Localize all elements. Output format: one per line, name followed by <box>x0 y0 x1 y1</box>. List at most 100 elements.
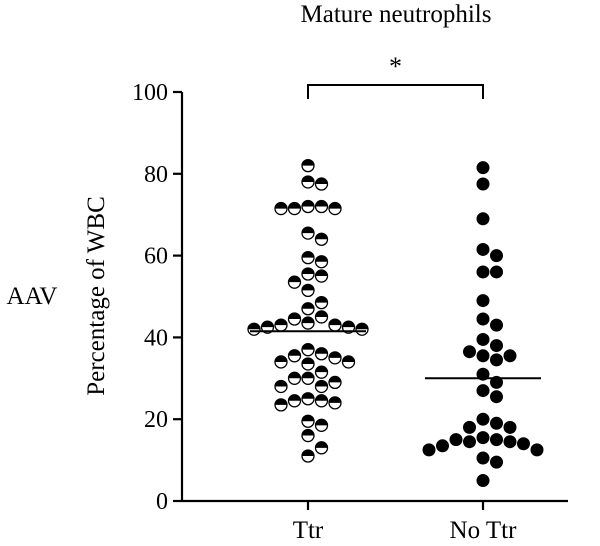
data-point <box>260 320 275 334</box>
data-point-half <box>302 251 314 258</box>
data-point-half <box>288 202 301 209</box>
data-point-half <box>315 394 328 401</box>
data-point <box>287 349 302 363</box>
significance-bracket <box>307 84 484 99</box>
data-point <box>287 275 302 289</box>
data-point-half <box>302 159 314 166</box>
data-point-half <box>288 372 301 379</box>
data-point <box>490 390 503 404</box>
data-point-half <box>315 233 328 240</box>
data-point <box>476 332 490 346</box>
data-point <box>476 242 490 256</box>
data-point <box>301 250 315 265</box>
data-point <box>328 201 342 216</box>
data-point-half <box>315 200 328 207</box>
data-point-half <box>302 357 314 364</box>
data-point-half <box>315 296 328 303</box>
data-point-half <box>302 343 314 350</box>
data-point-half <box>275 319 287 326</box>
data-point <box>503 420 517 434</box>
data-point <box>301 175 315 189</box>
y-tick-label: 80 <box>144 162 168 188</box>
x-tick-label: Ttr <box>293 517 324 544</box>
data-point-half <box>302 227 314 234</box>
data-point <box>422 443 436 457</box>
data-point-half <box>302 175 314 182</box>
data-point-half <box>302 317 314 324</box>
data-point <box>476 451 490 465</box>
data-point <box>476 212 490 226</box>
data-point-half <box>356 323 368 330</box>
data-point <box>490 433 503 447</box>
data-point <box>287 371 302 385</box>
data-point-half <box>302 372 314 379</box>
data-point-half <box>288 349 301 356</box>
data-point <box>274 398 288 412</box>
data-point <box>463 420 476 434</box>
data-point <box>274 379 288 394</box>
data-point <box>301 283 315 298</box>
data-point-half <box>288 394 301 401</box>
data-point <box>287 312 302 326</box>
data-point <box>476 161 490 175</box>
data-point <box>314 232 329 246</box>
data-point-half <box>329 351 341 358</box>
data-point <box>314 347 329 361</box>
data-point <box>328 396 342 410</box>
data-point-half <box>275 355 287 362</box>
data-point <box>436 439 449 453</box>
data-point-half <box>288 276 301 283</box>
data-point <box>301 449 315 463</box>
data-point-half <box>315 380 328 387</box>
y-tick-label: 60 <box>144 244 168 270</box>
axes: 0 20 40 60 80 100 Ttr No Ttr <box>132 80 568 544</box>
data-point <box>287 201 302 216</box>
data-point <box>463 435 476 449</box>
data-point-half <box>342 321 355 328</box>
data-point <box>328 351 342 365</box>
x-tick-label: No Ttr <box>450 517 518 544</box>
data-point <box>301 428 315 443</box>
data-point-half <box>275 380 287 387</box>
data-point <box>476 294 490 308</box>
y-tick-label: 100 <box>132 80 168 106</box>
data-point <box>301 414 315 428</box>
data-point <box>287 394 302 408</box>
data-point <box>328 375 342 390</box>
data-point-half <box>302 200 314 207</box>
data-point <box>341 320 356 334</box>
data-point-half <box>315 347 328 354</box>
data-point <box>314 379 329 394</box>
data-point <box>517 437 530 451</box>
y-tick-label: 0 <box>156 489 168 515</box>
data-points <box>247 158 544 488</box>
data-point-half <box>315 366 328 373</box>
data-point-half <box>342 355 355 362</box>
data-point <box>301 357 315 371</box>
data-point <box>530 443 544 457</box>
data-point <box>476 412 490 426</box>
data-point-half <box>315 310 328 317</box>
data-point <box>449 433 463 447</box>
data-point <box>274 318 288 332</box>
data-point-half <box>315 255 328 262</box>
y-axis-label: Percentage of WBC <box>83 196 110 395</box>
data-point-half <box>302 268 314 275</box>
data-point-half <box>248 323 260 330</box>
data-point <box>490 339 503 353</box>
data-point <box>476 349 490 363</box>
data-point <box>314 269 329 283</box>
data-point <box>490 249 503 263</box>
data-point <box>503 435 517 449</box>
data-point-half <box>302 429 314 436</box>
data-point <box>476 312 490 326</box>
data-point-half <box>315 178 328 185</box>
data-point <box>490 375 503 389</box>
significance-annotation: * <box>307 52 484 99</box>
data-point <box>301 316 315 330</box>
data-point <box>341 355 356 369</box>
y-tick-label: 40 <box>144 325 168 351</box>
data-point <box>301 392 315 406</box>
data-point-half <box>302 302 314 309</box>
data-point <box>476 431 490 445</box>
